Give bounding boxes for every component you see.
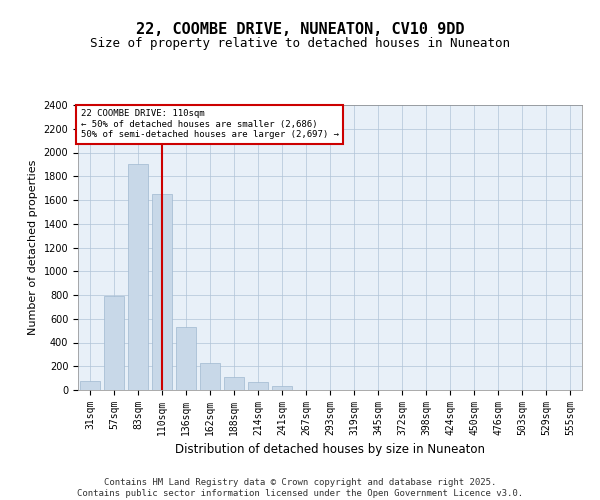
Text: Contains HM Land Registry data © Crown copyright and database right 2025.
Contai: Contains HM Land Registry data © Crown c…: [77, 478, 523, 498]
Bar: [248, 382, 268, 390]
Bar: [104, 296, 124, 390]
Text: Size of property relative to detached houses in Nuneaton: Size of property relative to detached ho…: [90, 38, 510, 51]
Bar: [128, 164, 148, 390]
Bar: [80, 380, 100, 390]
Text: 22, COOMBE DRIVE, NUNEATON, CV10 9DD: 22, COOMBE DRIVE, NUNEATON, CV10 9DD: [136, 22, 464, 38]
Bar: [224, 377, 244, 390]
X-axis label: Distribution of detached houses by size in Nuneaton: Distribution of detached houses by size …: [175, 444, 485, 456]
Bar: [272, 386, 292, 390]
Bar: [152, 194, 172, 390]
Bar: [200, 362, 220, 390]
Bar: [176, 327, 196, 390]
Text: 22 COOMBE DRIVE: 110sqm
← 50% of detached houses are smaller (2,686)
50% of semi: 22 COOMBE DRIVE: 110sqm ← 50% of detache…: [80, 110, 338, 139]
Y-axis label: Number of detached properties: Number of detached properties: [28, 160, 38, 335]
